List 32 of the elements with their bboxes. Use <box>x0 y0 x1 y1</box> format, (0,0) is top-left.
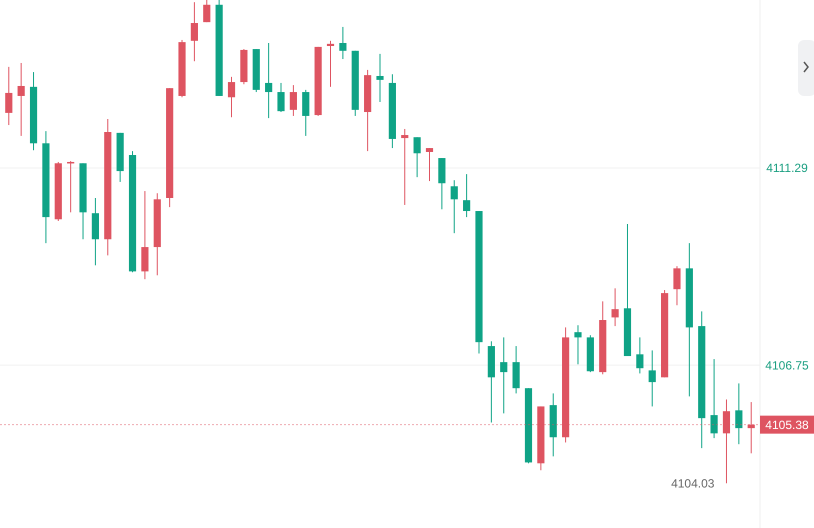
y-tick-label: 4106.75 <box>765 358 810 372</box>
candlestick <box>228 76 236 118</box>
candlestick <box>426 148 434 182</box>
candlestick <box>190 2 198 62</box>
candlestick <box>748 402 755 454</box>
candlestick <box>339 26 346 60</box>
candlestick <box>710 358 718 439</box>
candlestick <box>500 336 508 414</box>
candlestick <box>302 89 310 136</box>
candlestick <box>67 160 74 213</box>
candlestick <box>450 180 458 234</box>
candlestick <box>203 0 210 23</box>
candlestick <box>735 382 742 445</box>
candlestick <box>265 42 272 119</box>
candlestick <box>414 136 421 178</box>
candlestick <box>277 82 285 113</box>
ref-line-label: 4105.38 <box>765 418 810 432</box>
candlestick <box>673 266 681 306</box>
candlestick <box>290 84 297 116</box>
candlestick <box>18 62 25 136</box>
y-tick-label: 4111.29 <box>766 161 808 176</box>
candlestick <box>574 324 582 365</box>
candlestick <box>636 336 644 374</box>
candlestick <box>612 288 619 327</box>
candlestick <box>5 66 12 126</box>
candlestick <box>722 398 730 484</box>
annotation: 4104.03 <box>671 476 715 490</box>
candlestick <box>463 174 470 218</box>
candlestick <box>376 53 384 103</box>
candlestick <box>401 128 408 206</box>
candlestick <box>648 350 656 407</box>
candlestick <box>326 40 334 88</box>
